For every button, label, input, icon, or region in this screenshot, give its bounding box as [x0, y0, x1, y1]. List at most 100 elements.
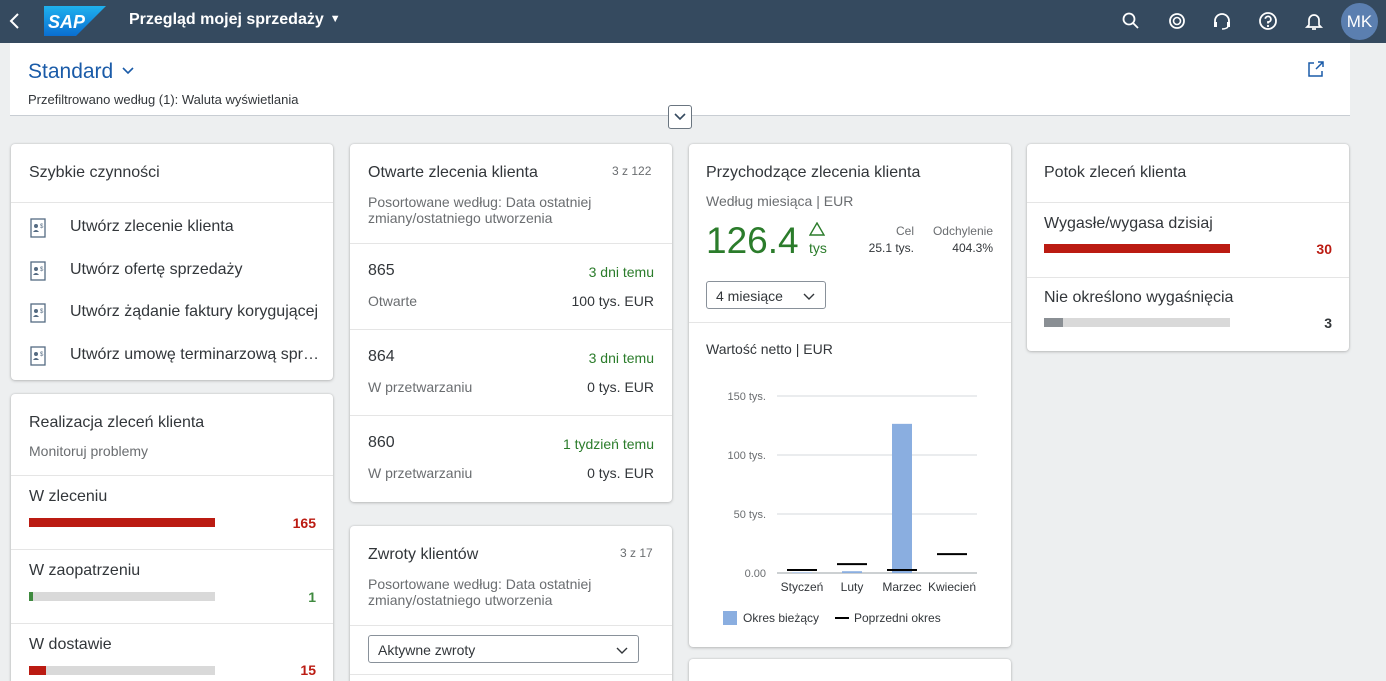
- trend-up-icon: [809, 222, 825, 236]
- select-value: Aktywne zwroty: [378, 642, 476, 658]
- document-icon: $: [30, 261, 46, 281]
- bar-track: [1044, 318, 1230, 327]
- y-tick-label: 0.00: [745, 568, 766, 580]
- sap-logo[interactable]: SAP: [44, 6, 106, 36]
- document-icon: $: [30, 303, 46, 323]
- bar-value: 15: [300, 662, 316, 678]
- variant-selector[interactable]: Standard: [28, 60, 134, 84]
- help-icon[interactable]: [1257, 10, 1279, 32]
- x-tick-label: Marzec: [882, 580, 921, 594]
- divider: [11, 202, 333, 203]
- bar-current-2: [842, 571, 862, 573]
- card-count: 3 z 17: [620, 546, 653, 560]
- card-title: Szybkie czynności: [29, 164, 160, 181]
- chart-title: Wartość netto | EUR: [706, 341, 833, 357]
- order-status: W przetwarzaniu: [368, 465, 473, 481]
- list-item[interactable]: 864 3 dni temu W przetwarzaniu 0 tys. EU…: [350, 330, 672, 416]
- svg-text:$: $: [40, 267, 44, 273]
- kpi-unit: tys: [809, 240, 827, 256]
- quick-action-create-scheduling-agreement[interactable]: $ Utwórz umowę terminarzową sprzedaży: [11, 336, 333, 376]
- card-title: Otwarte zlecenia klienta: [368, 164, 538, 181]
- select-value: 4 miesiące: [716, 288, 783, 304]
- svg-text:$: $: [40, 224, 44, 230]
- page-header: Standard Przefiltrowano według (1): Walu…: [10, 43, 1350, 116]
- target-label: Cel: [895, 224, 914, 238]
- bar-label: W zleceniu: [29, 488, 108, 505]
- bar-value: 1: [308, 589, 316, 605]
- chevron-down-icon: [674, 113, 686, 121]
- quick-action-create-quotation[interactable]: $ Utwórz ofertę sprzedaży: [11, 251, 333, 291]
- user-avatar[interactable]: MK: [1341, 3, 1378, 40]
- svg-text:$: $: [40, 309, 44, 315]
- document-icon: $: [30, 218, 46, 238]
- quick-actions-card: Szybkie czynności $ Utwórz zlecenie klie…: [11, 144, 333, 380]
- bar-track: [1044, 244, 1230, 253]
- divider: [1027, 202, 1349, 203]
- kpi-value: 126.4: [706, 220, 799, 261]
- bar-label: W zaopatrzeniu: [29, 562, 141, 579]
- divider: [689, 322, 1011, 323]
- legend-label-current: Okres bieżący: [743, 611, 820, 625]
- bar-value: 30: [1316, 241, 1332, 257]
- quick-action-create-credit-request[interactable]: $ Utwórz żądanie faktury korygującej: [11, 293, 333, 333]
- caret-down-icon: ▼: [329, 13, 341, 25]
- co-pilot-icon[interactable]: [1166, 10, 1188, 32]
- period-select[interactable]: 4 miesiące: [706, 281, 826, 309]
- divider: [350, 625, 672, 626]
- divider: [350, 674, 672, 675]
- bar-track: [29, 518, 215, 527]
- x-tick-label: Luty: [841, 580, 864, 594]
- card-count: 3 z 122: [612, 164, 652, 178]
- x-tick-label: Kwiecień: [928, 580, 976, 594]
- next-card: [689, 659, 1011, 681]
- svg-text:$: $: [40, 352, 44, 358]
- filter-summary: Przefiltrowano według (1): Waluta wyświe…: [28, 92, 299, 107]
- fulfillment-card[interactable]: Realizacja zleceń klienta Monitoruj prob…: [11, 394, 333, 681]
- order-age: 3 dni temu: [588, 350, 654, 366]
- incoming-orders-card[interactable]: Przychodzące zlecenia klienta Według mie…: [689, 144, 1011, 647]
- chevron-down-icon: [803, 293, 815, 300]
- net-value-chart[interactable]: 0.00 50 tys. 100 tys. 150 tys. Styczeń Luty Ma…: [689, 380, 1011, 600]
- app-title: Przegląd mojej sprzedaży: [129, 11, 324, 28]
- variant-label: Standard: [28, 60, 114, 83]
- support-icon[interactable]: [1211, 10, 1233, 32]
- back-icon[interactable]: [4, 8, 26, 34]
- divider: [350, 329, 672, 330]
- bar-value: 3: [1324, 315, 1332, 331]
- bar-current-3: [892, 423, 912, 573]
- bar-fill: [1044, 244, 1230, 253]
- card-subtitle: Posortowane według: Data ostatniej zmian…: [368, 576, 592, 608]
- bar-label: Wygasłe/wygasa dzisiaj: [1044, 215, 1213, 232]
- bar-current-1: [792, 572, 812, 573]
- card-subtitle: Według miesiąca | EUR: [706, 193, 854, 209]
- order-flow-card[interactable]: Potok zleceń klienta Wygasłe/wygasa dzis…: [1027, 144, 1349, 351]
- order-age: 1 tydzień temu: [562, 436, 654, 452]
- list-item[interactable]: 865 3 dni temu Otwarte 100 tys. EUR: [350, 244, 672, 330]
- quick-action-label: Utwórz ofertę sprzedaży: [70, 261, 243, 278]
- legend-swatch-current: [723, 611, 737, 625]
- quick-action-create-sales-order[interactable]: $ Utwórz zlecenie klienta: [11, 208, 333, 248]
- open-orders-card: Otwarte zlecenia klienta 3 z 122 Posorto…: [350, 144, 672, 502]
- list-item[interactable]: 860 1 tydzień temu W przetwarzaniu 0 tys…: [350, 416, 672, 502]
- shell-bar: SAP Przegląd mojej sprzedaży ▼ MK: [0, 0, 1386, 43]
- bar-fill: [29, 518, 215, 527]
- header-collapse-button[interactable]: [668, 105, 692, 129]
- card-title: Zwroty klientów: [368, 546, 479, 563]
- search-icon[interactable]: [1120, 10, 1142, 32]
- order-age: 3 dni temu: [588, 264, 654, 280]
- card-title: Potok zleceń klienta: [1044, 164, 1187, 181]
- bar-fill: [1044, 318, 1063, 327]
- order-amount: 0 tys. EUR: [587, 465, 654, 481]
- legend-label-previous: Poprzedni okres: [854, 611, 941, 625]
- order-amount: 100 tys. EUR: [571, 293, 654, 309]
- order-number: 860: [368, 434, 395, 451]
- app-title-menu[interactable]: Przegląd mojej sprzedaży ▼: [129, 11, 341, 29]
- x-tick-label: Styczeń: [781, 580, 824, 594]
- share-icon[interactable]: [1306, 59, 1326, 79]
- notification-icon[interactable]: [1303, 10, 1325, 32]
- returns-filter-select[interactable]: Aktywne zwroty: [368, 635, 639, 663]
- divider: [11, 475, 333, 476]
- legend-swatch-previous: [835, 617, 849, 619]
- divider: [350, 243, 672, 244]
- chevron-down-icon: [122, 67, 134, 75]
